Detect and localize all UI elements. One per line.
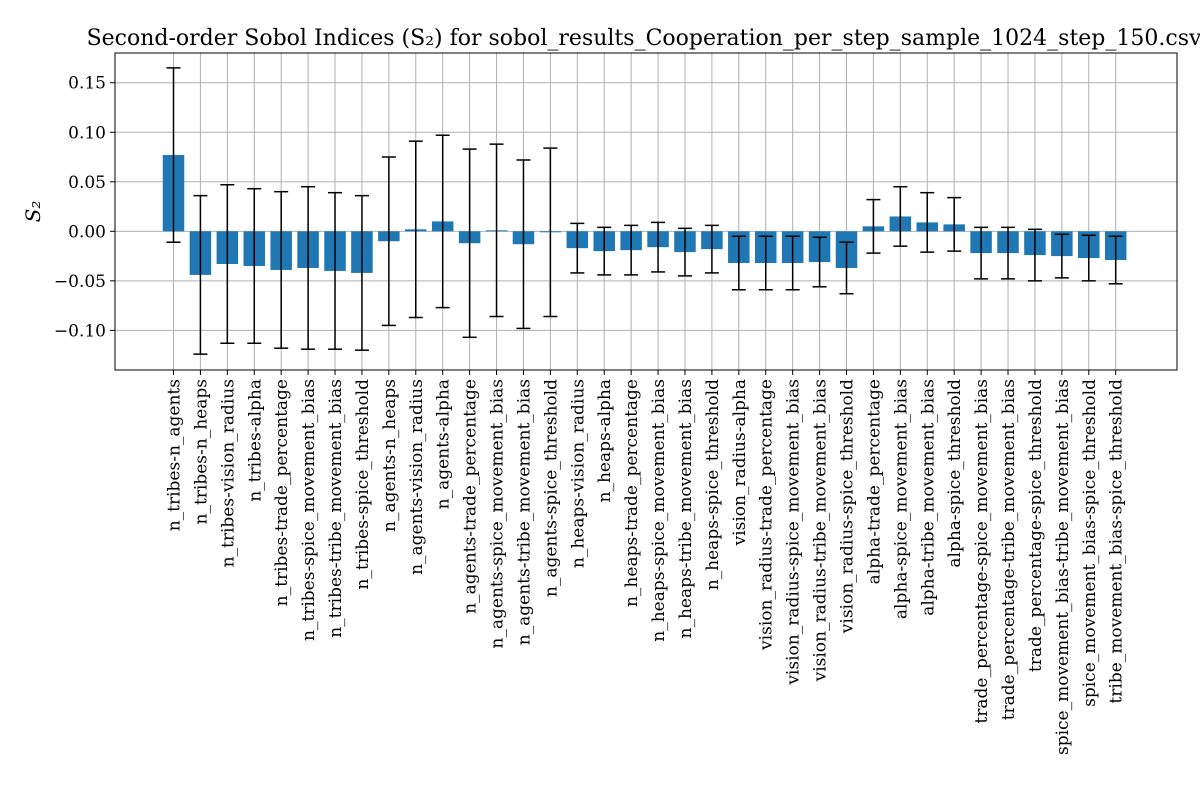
y-tick-label: 0.00 xyxy=(68,222,106,242)
y-tick-layer: −0.10 −0.05 0.00 0.05 0.10 0.15 xyxy=(54,74,115,341)
plot-frame xyxy=(114,52,1178,371)
x-tick-label: trade_percentage-tribe_movement_bias xyxy=(999,379,1019,720)
x-tick-label: n_heaps-spice_movement_bias xyxy=(649,379,669,642)
x-tick-label: n_tribes-tribe_movement_bias xyxy=(326,379,346,638)
x-tick-label: alpha-spice_threshold xyxy=(945,379,965,568)
x-tick-label: vision_radius-spice_movement_bias xyxy=(784,379,804,686)
y-tick-label: −0.05 xyxy=(54,272,106,292)
x-tick-label: spice_movement_bias-tribe_movement_bias xyxy=(1053,379,1073,755)
y-axis-title: S₂ xyxy=(21,201,45,223)
x-tick-label: n_agents-trade_percentage xyxy=(461,379,481,614)
x-tick-label: trade_percentage-spice_movement_bias xyxy=(972,379,992,724)
x-tick-label: n_agents-alpha xyxy=(434,379,454,509)
x-tick-layer: n_tribes-n_agents n_tribes-n_heaps n_tribe… xyxy=(165,370,1127,755)
x-tick-label: n_heaps-spice_threshold xyxy=(703,379,723,590)
x-tick-label: n_heaps-trade_percentage xyxy=(622,379,642,607)
x-tick-label: n_heaps-alpha xyxy=(595,379,615,502)
x-tick-label: tribe_movement_bias-spice_threshold xyxy=(1107,379,1127,704)
x-tick-label: vision_radius-spice_threshold xyxy=(838,379,858,634)
x-tick-label: spice_movement_bias-spice_threshold xyxy=(1080,379,1100,707)
x-tick-label: alpha-trade_percentage xyxy=(864,379,884,584)
x-tick-label: n_agents-n_heaps xyxy=(380,379,400,532)
x-tick-label: n_tribes-alpha xyxy=(245,379,265,502)
bar-layer xyxy=(162,155,1127,275)
axes-frame xyxy=(114,52,1178,371)
x-tick-label: n_tribes-spice_threshold xyxy=(353,379,373,590)
x-tick-label: n_heaps-tribe_movement_bias xyxy=(676,379,696,638)
x-tick-label: vision_radius-alpha xyxy=(730,379,750,546)
y-tick-label: 0.10 xyxy=(68,123,106,143)
x-tick-label: alpha-tribe_movement_bias xyxy=(918,379,938,616)
y-tick-label: 0.05 xyxy=(68,173,106,193)
x-tick-label: n_tribes-vision_radius xyxy=(218,379,238,567)
y-tick-label: 0.15 xyxy=(68,74,106,94)
x-tick-label: n_tribes-n_heaps xyxy=(191,379,211,524)
x-tick-label: vision_radius-tribe_movement_bias xyxy=(811,379,831,682)
x-tick-label: trade_percentage-spice_threshold xyxy=(1026,379,1046,672)
x-tick-label: n_tribes-trade_percentage xyxy=(272,379,292,606)
x-tick-label: vision_radius-trade_percentage xyxy=(757,379,777,651)
x-tick-label: alpha-spice_movement_bias xyxy=(891,379,911,619)
x-tick-label: n_heaps-vision_radius xyxy=(568,379,588,568)
x-tick-label: n_agents-vision_radius xyxy=(407,379,427,575)
x-tick-label: n_agents-tribe_movement_bias xyxy=(514,379,534,645)
x-tick-label: n_tribes-spice_movement_bias xyxy=(299,379,319,641)
x-tick-label: n_agents-spice_threshold xyxy=(541,379,561,597)
grid-layer xyxy=(115,53,1177,370)
error-bar-layer xyxy=(166,67,1123,355)
y-tick-label: −0.10 xyxy=(54,321,106,341)
chart-title: Second-order Sobol Indices (S₂) for sobo… xyxy=(87,26,1200,51)
x-tick-label: n_tribes-n_agents xyxy=(165,379,185,531)
x-tick-label: n_agents-spice_movement_bias xyxy=(488,379,508,649)
